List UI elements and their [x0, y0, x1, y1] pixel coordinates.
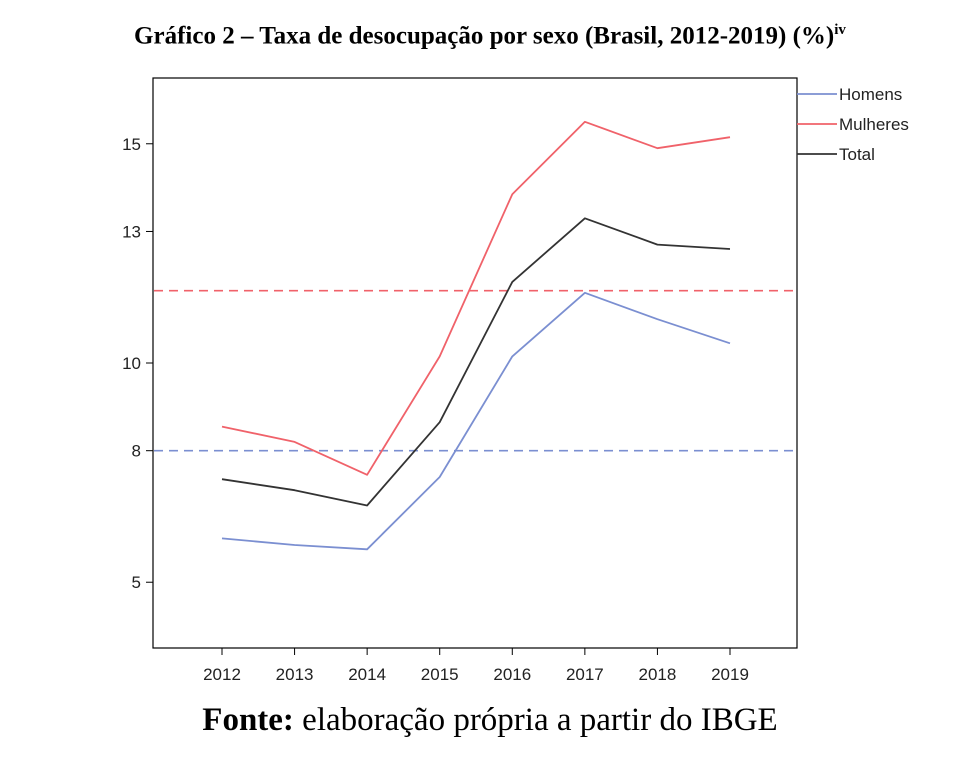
- legend-label: Homens: [839, 85, 902, 104]
- y-tick-label: 10: [122, 354, 141, 373]
- y-tick-label: 8: [132, 442, 141, 461]
- source-label: Fonte:: [202, 702, 294, 738]
- source-text: elaboração própria a partir do IBGE: [293, 702, 778, 738]
- x-tick-label: 2016: [493, 665, 531, 684]
- series-line-homens: [221, 291, 731, 551]
- series-line-mulheres: [221, 120, 731, 476]
- x-tick-label: 2014: [348, 665, 386, 684]
- x-tick-label: 2017: [566, 665, 604, 684]
- x-tick-label: 2018: [639, 665, 677, 684]
- series-line-total: [221, 217, 731, 507]
- x-tick-label: 2012: [203, 665, 241, 684]
- chart-title: Gráfico 2 – Taxa de desocupação por sexo…: [0, 22, 980, 50]
- y-tick-label: 5: [132, 573, 141, 592]
- y-tick-label: 15: [122, 135, 141, 154]
- legend-label: Total: [839, 145, 875, 164]
- x-tick-label: 2015: [421, 665, 459, 684]
- line-chart: 5 8 10 13 15 2012 2013 2014 2015 2016 2017 2018 2019…: [122, 77, 909, 684]
- y-tick-label: 13: [122, 222, 141, 241]
- legend-label: Mulheres: [839, 115, 909, 134]
- chart-title-text: Gráfico 2 – Taxa de desocupação por sexo…: [134, 22, 835, 50]
- x-tick-label: 2013: [276, 665, 314, 684]
- x-tick-label: 2019: [711, 665, 749, 684]
- source-note: Fonte: elaboração própria a partir do IB…: [0, 702, 980, 739]
- plot-area-frame: [152, 77, 798, 649]
- chart-title-footnote: iv: [834, 22, 846, 38]
